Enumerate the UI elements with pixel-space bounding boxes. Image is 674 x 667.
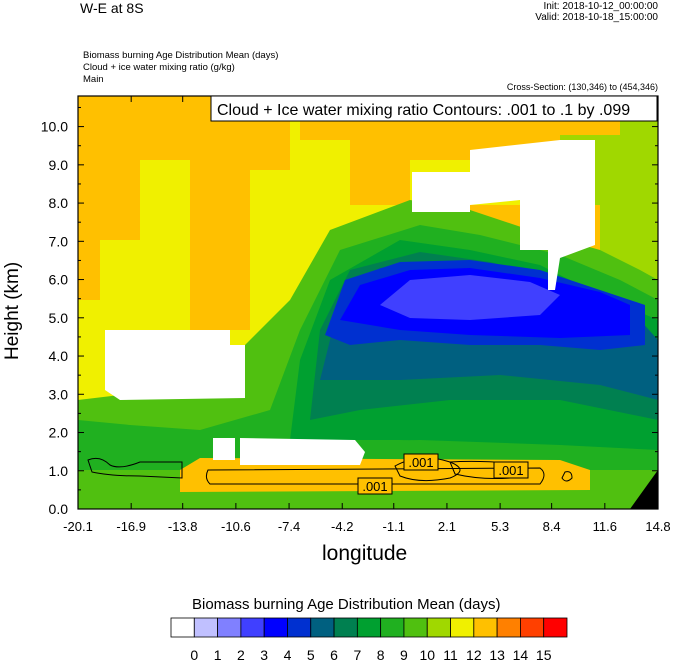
colorbar-swatch [426,617,451,638]
colorbar-swatch [310,617,335,638]
y-tick-label: 8.0 [49,195,69,211]
colorbar-label: 14 [513,647,529,663]
contour-label-box [493,461,529,479]
colorbar-label: 12 [466,647,482,663]
x-tick-label: 8.4 [543,519,561,534]
colorbar-label: 6 [330,647,338,663]
colorbar-label: 0 [190,647,198,663]
x-tick-label: 11.6 [593,519,617,534]
y-tick-label: 6.0 [49,272,69,288]
contour-label-group: .001 .001 .001 [357,453,529,495]
axes-group: -20.1 -16.9 -13.8 -10.6 -7.4 -4.2 -1.1 2.1 5.3 8.… [41,96,671,534]
colorbar-swatch [217,617,242,638]
colorbar-label: 3 [260,647,268,663]
x-tick-label: -16.9 [116,519,146,534]
x-tick-label: -1.1 [383,519,405,534]
colorbar-swatch [520,617,545,638]
colorbar-label: 15 [536,647,552,663]
contour-info-box [210,95,658,122]
colorbar-title: Biomass burning Age Distribution Mean (d… [192,596,501,613]
contour-label: .001 [498,463,523,478]
contour-label: .001 [408,455,433,470]
colorbar-label: 8 [377,647,385,663]
x-axis-label: longitude [322,542,408,565]
y-tick-label: 7.0 [49,233,69,249]
colorbar-swatch [473,617,498,638]
init-time: Init: 2018-10-12_00:00:00 [543,1,658,12]
valid-time: Valid: 2018-10-18_15:00:00 [535,12,658,23]
x-tick-label: -20.1 [63,519,93,534]
x-tick-label: 14.8 [645,519,670,534]
colorbar-label: 7 [353,647,361,663]
colorbar-label: 13 [489,647,505,663]
x-tick-label: 2.1 [438,519,456,534]
colorbar-swatch [380,617,405,638]
colorbar-swatch [240,617,265,638]
y-tick-label: 3.0 [49,386,69,402]
field-description-3: Main [83,74,104,85]
y-tick-label: 4.0 [49,348,69,364]
contour-info-text: Cloud + Ice water mixing ratio Contours:… [217,102,630,119]
colorbar-label: 10 [419,647,435,663]
colorbar-swatch [403,617,428,638]
colorbar-swatch [450,617,475,638]
colorbar: 0 1 2 3 4 5 6 7 8 9 10 11 12 13 14 15 [170,617,568,663]
contour-label-box [403,453,439,471]
colorbar-swatch [333,617,358,638]
y-tick-label: 1.0 [49,463,69,479]
y-tick-label: 0.0 [49,501,69,517]
y-axis-label: Height (km) [2,261,23,360]
colorbar-label: 4 [284,647,292,663]
colorbar-swatch [170,617,195,638]
colorbar-label: 2 [237,647,245,663]
colorbar-swatch [356,617,382,638]
colorbar-label: 1 [214,647,222,663]
x-tick-label: -10.6 [221,519,251,534]
y-tick-label: 5.0 [49,310,69,326]
x-tick-label: 5.3 [491,519,509,534]
y-tick-label: 2.0 [49,425,69,441]
contour-label-box [357,477,393,495]
colorbar-label: 11 [443,647,458,663]
colorbar-swatch [543,617,568,638]
heatmap-field: .001 .001 .001 [78,96,658,509]
plot-title: W-E at 8S [80,0,144,16]
field-description-2: Cloud + ice water mixing ratio (g/kg) [83,62,235,73]
x-tick-label: -7.4 [278,519,300,534]
colorbar-swatch [496,617,521,638]
colorbar-label: 5 [307,647,315,663]
colorbar-swatch [263,617,288,638]
contour-label: .001 [362,479,387,494]
colorbar-label: 9 [400,647,408,663]
colorbar-swatch [193,617,218,638]
y-tick-label: 10.0 [41,119,68,135]
y-tick-label: 9.0 [49,157,69,173]
x-tick-label: -4.2 [331,519,353,534]
x-tick-label: -13.8 [168,519,198,534]
cross-section-label: Cross-Section: (130,346) to (454,346) [506,82,658,92]
colorbar-swatch [287,617,312,638]
field-description-1: Biomass burning Age Distribution Mean (d… [83,50,279,61]
